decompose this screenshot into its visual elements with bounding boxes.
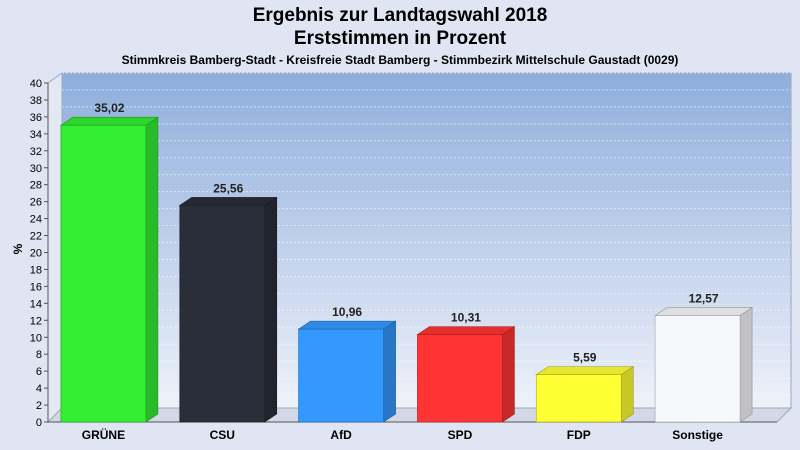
bar-front	[60, 124, 147, 423]
bar-side	[739, 306, 753, 423]
x-axis-label: Sonstige	[672, 428, 723, 442]
bar-top	[297, 320, 397, 330]
y-tick-label: 30	[30, 163, 42, 175]
data-label: 25,56	[213, 181, 243, 195]
bar-front	[417, 334, 503, 423]
y-tick-label: 18	[30, 264, 42, 276]
data-label: 10,31	[451, 311, 481, 325]
y-tick-label: 0	[36, 417, 42, 429]
x-axis-label: FDP	[567, 428, 591, 442]
y-tick-label: 22	[30, 231, 42, 243]
x-axis-labels: GRÜNE CSU AfD SPD FDP Sonstige	[82, 427, 724, 442]
bars	[59, 116, 754, 423]
bar-front	[535, 374, 622, 423]
bar-top	[59, 116, 159, 126]
y-tick-label: 28	[30, 180, 42, 192]
plot-side-wall	[47, 72, 63, 424]
bar-3	[416, 326, 516, 423]
y-tick-label: 16	[30, 281, 42, 293]
chart-subtitle: Stimmkreis Bamberg-Stadt - Kreisfreie St…	[121, 53, 679, 67]
x-axis-label: GRÜNE	[82, 427, 125, 442]
chart-title-line-2: Erststimmen in Prozent	[293, 28, 507, 49]
chart-title: Ergebnis zur Landtagswahl 2018 Erststimm…	[0, 4, 800, 50]
x-axis-label: SPD	[448, 428, 473, 442]
bar-side	[145, 116, 159, 423]
y-tick-label: 6	[36, 366, 42, 378]
bar-side	[620, 366, 634, 423]
y-tick-label: 24	[30, 214, 42, 226]
x-axis-label: CSU	[210, 428, 235, 442]
chart-title-line-1: Ergebnis zur Landtagswahl 2018	[252, 5, 548, 26]
bar-top	[416, 326, 516, 335]
y-axis-title: %	[11, 243, 25, 254]
bar-front	[179, 205, 266, 423]
bar-top	[535, 366, 635, 375]
y-tick-label: 26	[30, 197, 42, 209]
bar-5	[654, 306, 754, 423]
y-tick-label: 10	[30, 332, 42, 344]
bar-2	[297, 320, 397, 423]
y-tick-label: 38	[30, 95, 42, 107]
y-tick-label: 34	[30, 129, 42, 141]
y-tick-label: 40	[30, 78, 42, 90]
data-label: 12,57	[689, 291, 719, 305]
y-tick-label: 4	[36, 383, 42, 395]
bar-side	[502, 326, 515, 423]
y-tick-label: 8	[36, 349, 42, 361]
bar-1	[178, 196, 278, 423]
bar-side	[264, 196, 278, 423]
data-label: 5,59	[573, 351, 597, 365]
bar-front	[298, 328, 384, 423]
bar-0	[59, 116, 159, 423]
bar-front	[654, 315, 741, 423]
bar-4	[535, 366, 635, 423]
y-tick-label: 14	[30, 298, 42, 310]
y-tick-label: 36	[30, 112, 42, 124]
y-tick-label: 12	[30, 315, 42, 327]
bar-top	[654, 307, 754, 316]
data-labels: 35,02 25,56 10,96 10,31 5,59 12,57	[94, 101, 719, 364]
y-tick-label: 20	[30, 248, 42, 260]
x-axis-label: AfD	[330, 428, 352, 442]
data-label: 35,02	[94, 101, 124, 115]
bar-top	[178, 197, 278, 206]
data-label: 10,96	[332, 305, 362, 319]
y-tick-label: 32	[30, 146, 42, 158]
y-tick-label: 2	[36, 400, 42, 412]
bar-side	[383, 320, 396, 423]
